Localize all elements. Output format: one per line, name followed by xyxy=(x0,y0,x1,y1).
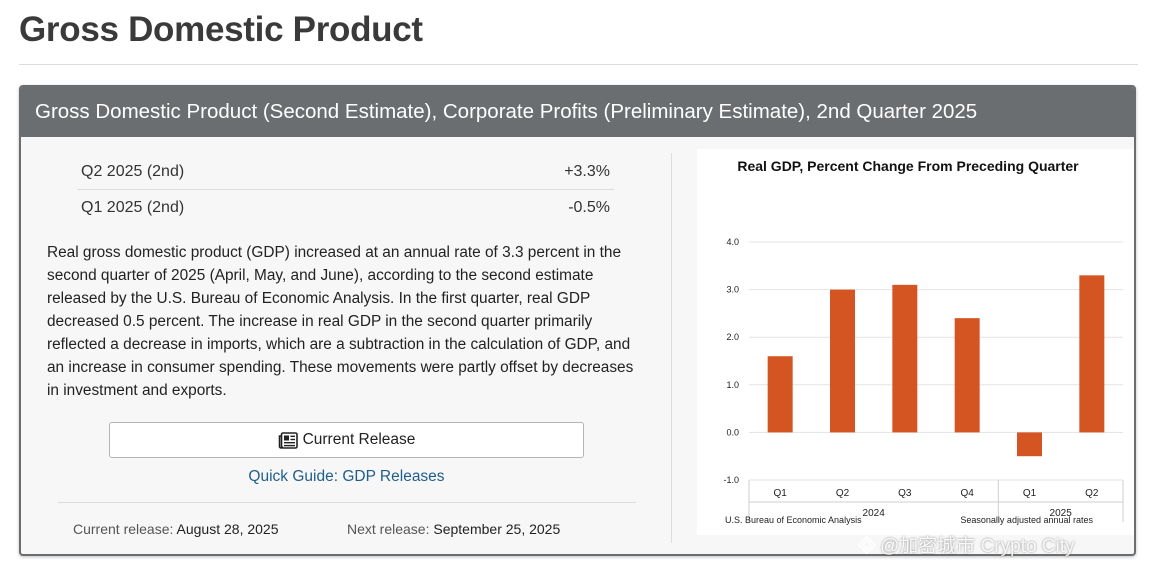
release-summary: Q2 2025 (2nd) +3.3% Q1 2025 (2nd) -0.5% … xyxy=(21,137,671,554)
y-tick-label: 3.0 xyxy=(726,285,739,295)
table-row: Q2 2025 (2nd) +3.3% xyxy=(77,154,614,190)
current-release-label-text: Current release: xyxy=(73,521,174,537)
current-release-button[interactable]: Current Release xyxy=(109,422,584,458)
current-release-date: August 28, 2025 xyxy=(176,521,279,537)
title-divider xyxy=(19,64,1138,65)
bar xyxy=(1017,432,1042,457)
chart-footnote: Seasonally adjusted annual rates xyxy=(960,515,1093,525)
watermark-text: @加密城市 Crypto City xyxy=(880,536,1075,557)
stat-label: Q1 2025 (2nd) xyxy=(81,198,185,216)
current-release-info: Current release: August 28, 2025 xyxy=(73,521,279,537)
x-tick-label: Q2 xyxy=(1085,488,1099,499)
page-title: Gross Domestic Product xyxy=(19,10,423,49)
gdp-chart-svg: Real GDP, Percent Change From Preceding … xyxy=(723,158,1124,525)
next-release-info: Next release: September 25, 2025 xyxy=(347,521,560,537)
y-tick-label: 2.0 xyxy=(726,332,739,342)
stat-value: +3.3% xyxy=(438,154,614,190)
card-header: Gross Domestic Product (Second Estimate)… xyxy=(21,87,1134,137)
stat-label: Q2 2025 (2nd) xyxy=(77,154,439,190)
next-release-date: September 25, 2025 xyxy=(433,521,561,537)
diamond-logo-icon xyxy=(858,535,876,554)
bar xyxy=(830,289,855,433)
next-release-label-text: Next release: xyxy=(347,521,430,537)
chart-source-note: U.S. Bureau of Economic Analysis xyxy=(725,515,862,525)
quick-guide-link[interactable]: Quick Guide: GDP Releases xyxy=(248,468,445,485)
x-tick-label: Q4 xyxy=(960,488,974,499)
y-tick-label: 1.0 xyxy=(726,380,739,390)
y-tick-label: -1.0 xyxy=(723,475,739,485)
column-divider xyxy=(671,153,672,543)
x-group-label: 2024 xyxy=(863,508,886,519)
bar xyxy=(892,284,918,433)
stat-value: -0.5% xyxy=(568,198,610,216)
x-tick-label: Q1 xyxy=(1023,488,1037,499)
footer-divider xyxy=(58,502,636,503)
current-release-label: Current Release xyxy=(302,431,416,448)
chart-title: Real GDP, Percent Change From Preceding … xyxy=(737,158,1079,174)
x-tick-label: Q1 xyxy=(773,488,787,499)
gdp-stats-table: Q2 2025 (2nd) +3.3% Q1 2025 (2nd) -0.5% xyxy=(77,154,614,225)
release-description: Real gross domestic product (GDP) increa… xyxy=(47,244,634,399)
y-tick-label: 4.0 xyxy=(726,237,739,247)
x-tick-label: Q2 xyxy=(836,488,850,499)
bar xyxy=(1079,275,1105,433)
bar xyxy=(767,356,793,433)
release-card: Gross Domestic Product (Second Estimate)… xyxy=(19,85,1136,556)
y-tick-label: 0.0 xyxy=(726,427,739,437)
newspaper-icon xyxy=(278,431,298,449)
gdp-chart: Real GDP, Percent Change From Preceding … xyxy=(697,149,1134,535)
watermark: @加密城市 Crypto City xyxy=(858,531,1075,558)
x-tick-label: Q3 xyxy=(898,488,912,499)
bar xyxy=(954,318,980,433)
x-group-label: 2025 xyxy=(1050,508,1073,519)
table-row: Q1 2025 (2nd) -0.5% xyxy=(77,190,614,226)
